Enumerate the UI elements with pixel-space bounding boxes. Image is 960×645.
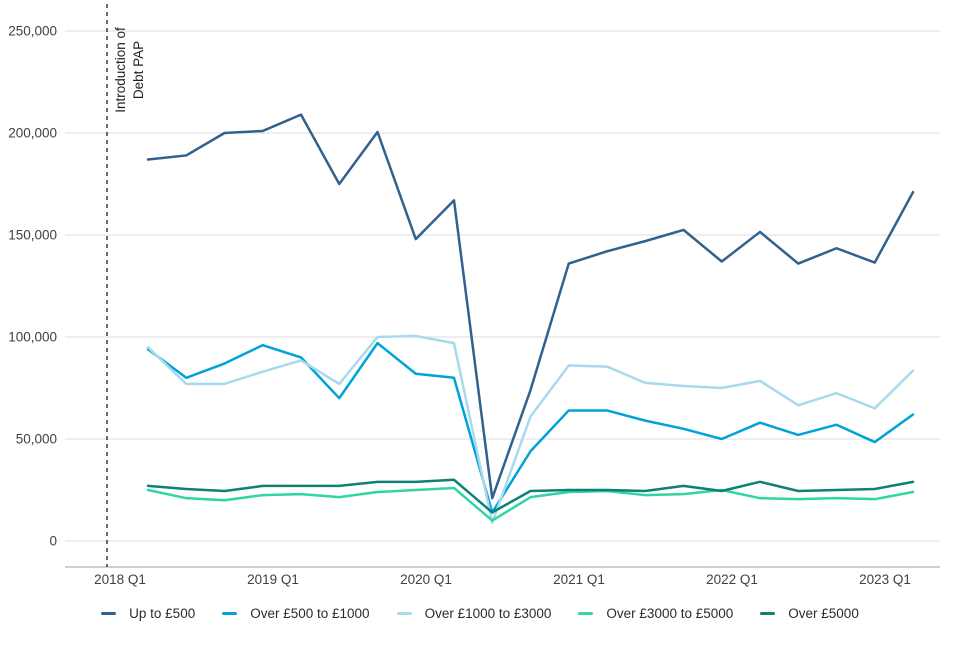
- legend-swatch-icon: [578, 612, 594, 615]
- legend-label: Over £3000 to £5000: [606, 606, 734, 621]
- legend-item-0: Up to £500: [101, 606, 195, 621]
- legend-label: Up to £500: [129, 606, 196, 621]
- legend-item-2: Over £1000 to £3000: [396, 606, 552, 621]
- annotation-line2: Debt PAP: [131, 41, 146, 99]
- y-axis-tick-label: 100,000: [8, 330, 57, 345]
- series-line-0: [146, 113, 915, 500]
- x-axis-tick-label: 2020 Q1: [400, 572, 452, 587]
- annotation-line1: Introduction of: [113, 27, 128, 113]
- legend-label: Over £1000 to £3000: [424, 606, 552, 621]
- x-axis-tick-label: 2022 Q1: [706, 572, 758, 587]
- legend-label: Over £500 to £1000: [250, 606, 370, 621]
- legend-item-1: Over £500 to £1000: [222, 606, 370, 621]
- chart-legend: Up to £500 Over £500 to £1000 Over £1000 t…: [0, 606, 960, 621]
- series-line-3: [146, 486, 915, 522]
- series-line-1: [146, 341, 915, 514]
- legend-swatch-icon: [222, 612, 238, 615]
- legend-label: Over £5000: [788, 606, 859, 621]
- legend-swatch-icon: [760, 612, 776, 615]
- x-axis-tick-label: 2019 Q1: [247, 572, 299, 587]
- y-axis-tick-label: 0: [49, 534, 57, 549]
- series-line-4: [146, 478, 915, 514]
- x-axis-tick-label: 2021 Q1: [553, 572, 605, 587]
- legend-item-3: Over £3000 to £5000: [578, 606, 733, 621]
- legend-swatch-icon: [101, 612, 117, 615]
- y-axis-tick-label: 50,000: [16, 432, 57, 447]
- legend-swatch-icon: [396, 612, 412, 615]
- y-axis-tick-label: 200,000: [8, 126, 57, 141]
- x-axis-tick-label: 2023 Q1: [859, 572, 911, 587]
- x-axis-tick-label: 2018 Q1: [94, 572, 146, 587]
- y-axis-tick-label: 150,000: [8, 228, 57, 243]
- y-axis-tick-label: 250,000: [8, 24, 57, 39]
- legend-item-4: Over £5000: [760, 606, 859, 621]
- series-line-2: [146, 334, 915, 524]
